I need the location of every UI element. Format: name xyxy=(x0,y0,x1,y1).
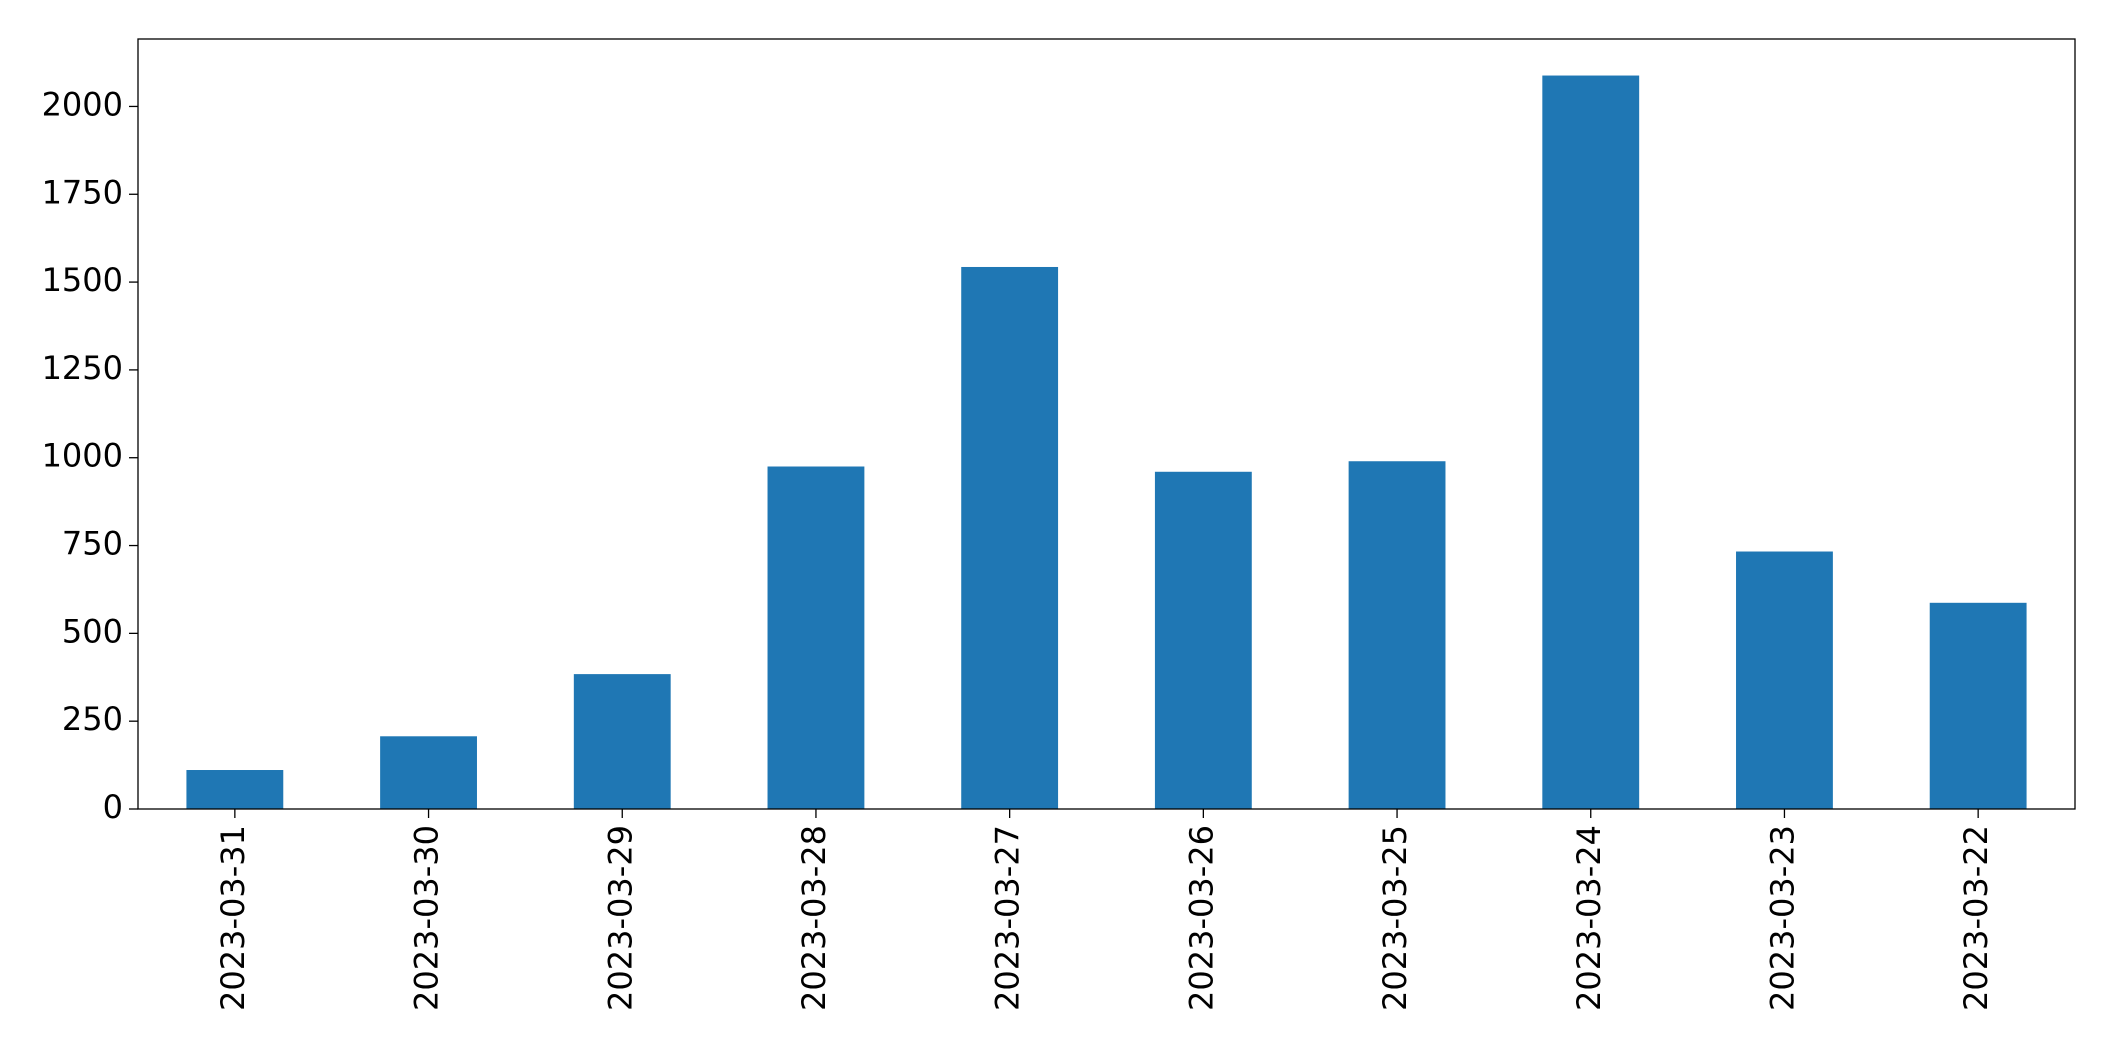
y-tick-label: 750 xyxy=(62,525,123,563)
y-tick-label: 0 xyxy=(103,788,123,826)
x-tick-label: 2023-03-30 xyxy=(408,825,446,1011)
x-tick-label: 2023-03-23 xyxy=(1763,825,1801,1011)
x-tick-label: 2023-03-29 xyxy=(601,825,639,1011)
x-tick-label: 2023-03-22 xyxy=(1957,825,1995,1011)
x-tick-label: 2023-03-27 xyxy=(989,825,1027,1011)
bar xyxy=(380,736,477,809)
bar xyxy=(186,770,284,809)
x-tick-label: 2023-03-25 xyxy=(1376,825,1414,1011)
bar xyxy=(1736,551,1833,809)
bar xyxy=(573,674,671,809)
y-tick-label: 1500 xyxy=(42,261,123,299)
bar xyxy=(767,466,865,809)
y-tick-label: 250 xyxy=(62,700,123,738)
bar xyxy=(1929,602,2027,809)
bar xyxy=(961,266,1059,809)
x-tick-label: 2023-03-24 xyxy=(1570,825,1608,1011)
y-tick-label: 2000 xyxy=(42,85,123,123)
x-tick-label: 2023-03-31 xyxy=(214,825,252,1011)
y-tick-label: 500 xyxy=(62,612,123,650)
plot-frame xyxy=(137,38,2076,810)
y-tick-label: 1250 xyxy=(42,349,123,387)
x-tick-label: 2023-03-28 xyxy=(795,825,833,1011)
bar xyxy=(1348,461,1446,809)
y-tick-label: 1750 xyxy=(42,173,123,211)
bar xyxy=(1154,471,1252,809)
y-tick-label: 1000 xyxy=(42,437,123,475)
x-tick-label: 2023-03-26 xyxy=(1182,825,1220,1011)
bar xyxy=(1542,75,1640,810)
